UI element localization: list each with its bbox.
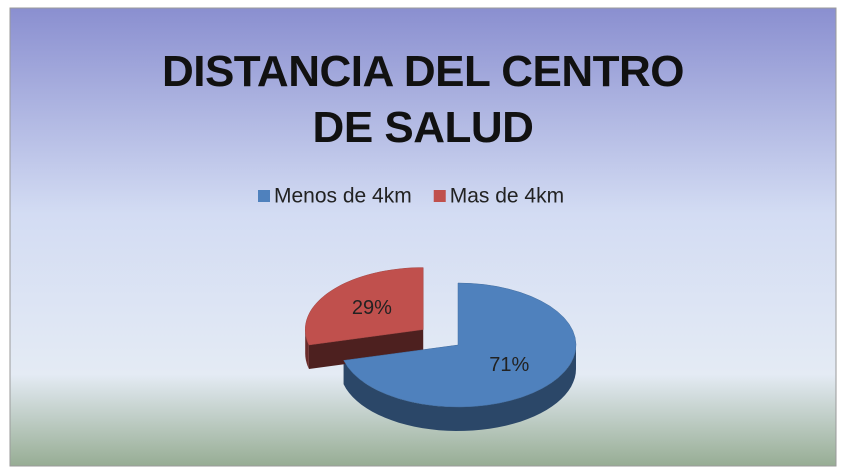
slice (305, 267, 424, 346)
legend-label: Mas de 4km (450, 185, 564, 208)
legend-swatch (258, 190, 270, 202)
slice-side (305, 329, 309, 369)
slice-side (308, 329, 424, 369)
slice (343, 282, 577, 408)
legend-swatch (433, 190, 446, 202)
slice-side (343, 345, 576, 431)
chart-title: DISTANCIA DEL CENTRO DE SALUD (161, 47, 685, 152)
legend-label: Menos de 4km (274, 185, 412, 208)
data-label: 71% (489, 354, 529, 376)
data-label: 29% (352, 297, 392, 319)
